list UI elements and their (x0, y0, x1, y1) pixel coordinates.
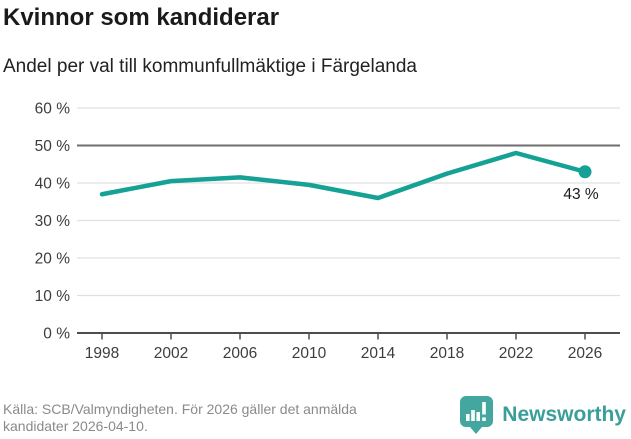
last-value-label: 43 % (563, 186, 599, 203)
brand-lockup: Newsworthy (459, 395, 626, 434)
x-axis-tick-label: 2014 (361, 345, 396, 362)
line-chart: 0 % 10 % 20 % 30 % 40 % 50 % 60 % 1998 2002 2006 2… (35, 101, 620, 362)
source-line-1: Källa: SCB/Valmyndigheten. För 2026 gäll… (3, 401, 357, 417)
x-axis-tick-label: 1998 (85, 345, 119, 362)
y-axis-tick-label: 30 % (35, 213, 71, 230)
source-note: Källa: SCB/Valmyndigheten. För 2026 gäll… (3, 401, 357, 435)
y-axis-tick-label: 20 % (35, 251, 71, 268)
y-axis-tick-label: 0 % (43, 326, 70, 343)
x-axis-tick-label: 2002 (154, 345, 188, 362)
y-axis-tick-label: 10 % (35, 288, 71, 305)
x-axis-tick-label: 2026 (568, 345, 602, 362)
data-point-marker-2026 (578, 165, 592, 179)
source-line-2: kandidater 2026-04-10. (3, 418, 148, 434)
x-axis-tick-label: 2010 (292, 345, 327, 362)
y-axis-tick-label: 50 % (35, 138, 71, 155)
y-axis-tick-label: 60 % (35, 101, 71, 118)
data-line (99, 150, 588, 201)
page-title: Kvinnor som kandiderar (3, 4, 280, 31)
newsworthy-logo-icon (460, 396, 494, 434)
x-axis-tick-label: 2018 (430, 345, 464, 362)
brand-name: Newsworthy (502, 402, 626, 426)
x-axis-tick-label: 2022 (499, 345, 533, 362)
chart-subtitle: Andel per val till kommunfullmäktige i F… (3, 56, 417, 77)
bar-chart-glyph (466, 402, 487, 421)
x-axis-tick-label: 2006 (223, 345, 257, 362)
y-axis-tick-label: 40 % (35, 176, 71, 193)
